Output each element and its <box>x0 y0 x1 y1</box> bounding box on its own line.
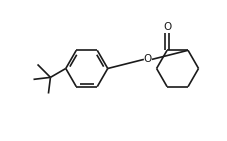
Text: O: O <box>162 22 170 32</box>
Text: O: O <box>143 54 151 64</box>
